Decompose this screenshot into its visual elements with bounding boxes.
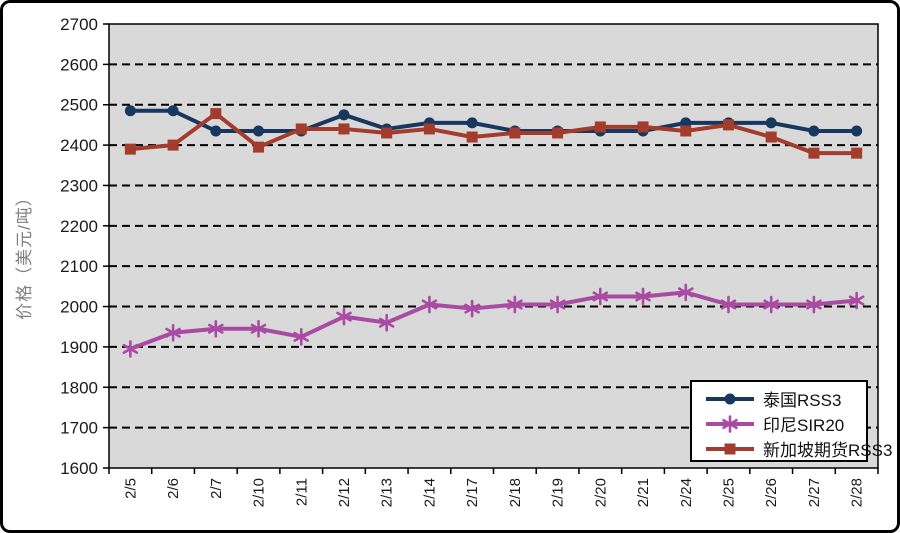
svg-text:1600: 1600 [60, 459, 98, 478]
svg-text:2/5: 2/5 [122, 478, 139, 499]
legend-item-singapore-futures-rss3: 新加坡期货RSS3 [704, 436, 892, 461]
svg-text:2500: 2500 [60, 96, 98, 115]
legend-item-indonesia-sir20: 印尼SIR20 [704, 411, 862, 436]
svg-text:2/11: 2/11 [293, 478, 310, 506]
legend-label: 印尼SIR20 [763, 416, 845, 435]
svg-text:2400: 2400 [60, 136, 98, 155]
svg-text:2/24: 2/24 [678, 478, 695, 507]
svg-text:2600: 2600 [60, 55, 98, 74]
legend-item-thailand-rss3: 泰国RSS3 [704, 386, 862, 411]
svg-text:2/26: 2/26 [763, 478, 780, 507]
line-circle-marker-icon [706, 393, 754, 404]
svg-text:2/6: 2/6 [165, 478, 182, 499]
svg-text:2/14: 2/14 [421, 478, 438, 507]
svg-text:1800: 1800 [60, 378, 98, 397]
svg-text:2/17: 2/17 [464, 478, 481, 507]
svg-text:2300: 2300 [60, 176, 98, 195]
svg-text:2/10: 2/10 [251, 478, 268, 507]
svg-text:2700: 2700 [60, 15, 98, 34]
line-square-marker-icon [706, 443, 754, 454]
svg-text:1900: 1900 [60, 338, 98, 357]
legend: 泰国RSS3 印尼SIR20 新加坡期货RSS3 [690, 380, 892, 462]
svg-text:1700: 1700 [60, 419, 98, 438]
svg-text:2100: 2100 [60, 257, 98, 276]
svg-text:2/21: 2/21 [635, 478, 652, 507]
svg-text:2200: 2200 [60, 217, 98, 236]
svg-text:2/18: 2/18 [507, 478, 524, 507]
svg-text:2/27: 2/27 [806, 478, 823, 507]
line-star-marker-icon [706, 414, 754, 433]
svg-text:2/28: 2/28 [849, 478, 866, 507]
svg-text:2000: 2000 [60, 298, 98, 317]
svg-text:2/13: 2/13 [379, 478, 396, 507]
svg-text:2/20: 2/20 [592, 478, 609, 507]
legend-label: 泰国RSS3 [763, 391, 842, 410]
svg-text:2/25: 2/25 [720, 478, 737, 507]
svg-text:2/19: 2/19 [550, 478, 567, 507]
svg-text:2/7: 2/7 [208, 478, 225, 499]
line-chart-canvas: 2700 2600 2500 2400 2300 2200 2100 2000 1900 1800… [60, 15, 879, 507]
legend-label: 新加坡期货RSS3 [763, 441, 893, 460]
svg-text:2/12: 2/12 [336, 478, 353, 507]
